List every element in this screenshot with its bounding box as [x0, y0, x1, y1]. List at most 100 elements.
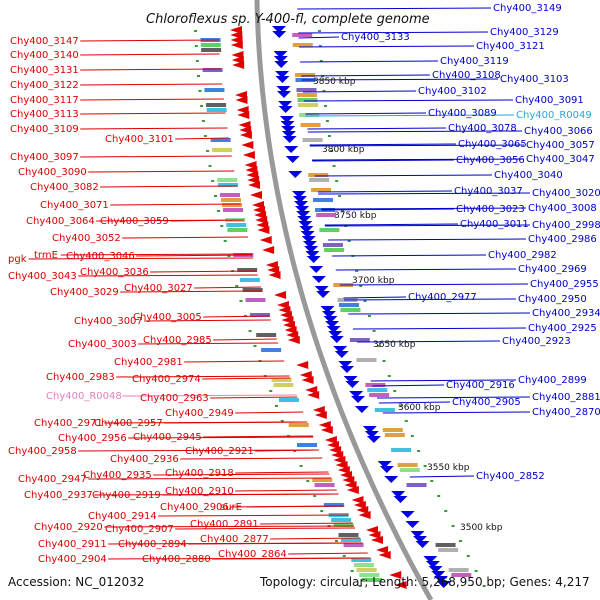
gene-arrow-plus [323, 316, 338, 323]
left-gene-label: Chy400_2877 [200, 534, 269, 545]
gene-arrow-minus [250, 191, 263, 199]
left-gene-label: Chy400_2914 [88, 511, 157, 522]
label-connector [128, 436, 314, 439]
label-connector [80, 155, 232, 158]
label-connector [270, 537, 361, 540]
cog-block [384, 433, 405, 437]
label-connector [344, 298, 517, 301]
label-connector [88, 477, 332, 480]
scale-label: 3500 kbp [460, 523, 503, 533]
right-gene-label: Chy400_3121 [476, 41, 545, 52]
label-connector [324, 224, 531, 227]
label-connector [170, 219, 245, 222]
cog-block [323, 503, 344, 507]
right-gene-label: Chy400_2881 [532, 392, 600, 403]
label-connector [80, 112, 226, 115]
label-connector [312, 158, 525, 161]
track-tick [382, 360, 386, 362]
gene-arrow-plus [280, 121, 295, 128]
cog-block [451, 573, 472, 577]
label-connector [332, 254, 487, 257]
cog-block [300, 123, 321, 127]
left-gene-label: Chy400_3122 [10, 80, 79, 91]
gene-arrow-minus [255, 216, 268, 224]
gene-arrow-plus [305, 251, 320, 258]
right-gene-label: Chy400_2969 [518, 264, 587, 275]
label-connector [335, 268, 517, 271]
cog-block [204, 88, 225, 92]
track-tick [217, 210, 221, 212]
gene-arrow-plus [292, 191, 307, 198]
label-connector [203, 315, 270, 318]
label-connector [60, 253, 253, 256]
left-gene-label: Chy400_3059 [100, 216, 169, 227]
gene-arrow-plus [299, 226, 314, 233]
gene-arrow-minus [371, 536, 384, 544]
gene-arrow-plus [384, 476, 399, 483]
cog-block [201, 48, 222, 52]
cog-block [202, 68, 223, 72]
left-gene-label: Chy400_2904 [38, 554, 107, 565]
gene-arrow-minus [238, 121, 251, 129]
gene-arrow-minus [366, 526, 379, 534]
left-gene-label: Chy400_3046 [66, 251, 135, 262]
gene-arrow-plus [410, 531, 425, 538]
cog-block [448, 568, 469, 572]
scale-label: 3800 kbp [322, 145, 365, 155]
right-gene-label: Chy400_3056 [456, 155, 525, 166]
track-tick [320, 510, 324, 512]
gene-arrow-minus [340, 471, 353, 479]
gene-arrow-minus [231, 51, 244, 59]
gene-arrow-minus [324, 436, 337, 444]
gene-arrow-plus [366, 436, 381, 443]
gene-arrow-minus [314, 411, 327, 419]
label-connector [158, 514, 349, 517]
gene-arrow-plus [316, 291, 331, 298]
cog-block [296, 88, 317, 92]
cog-block [239, 278, 260, 282]
track-tick [410, 435, 414, 437]
label-connector [309, 143, 457, 146]
gene-arrow-plus [298, 221, 313, 228]
cog-block [222, 203, 243, 207]
gene-arrow-plus [431, 571, 446, 578]
gene-arrow-minus [259, 236, 272, 244]
cog-block [349, 338, 370, 342]
gene-arrow-minus [241, 141, 254, 149]
left-gene-label: Chy400_2983 [46, 372, 115, 383]
gene-arrow-minus [307, 391, 320, 399]
left-gene-label: Chy400_2971 [34, 418, 103, 429]
track-tick [206, 150, 210, 152]
left-gene-label: Chy400_2921 [185, 446, 254, 457]
track-tick [327, 135, 331, 137]
label-connector [352, 327, 527, 330]
gene-arrow-plus [377, 461, 392, 468]
gene-arrow-plus [300, 231, 315, 238]
track-tick [313, 495, 317, 497]
cog-block [319, 228, 340, 232]
gene-arrow-minus [244, 161, 257, 169]
gene-arrow-plus [302, 241, 317, 248]
gene-arrow-minus [268, 271, 281, 279]
left-gene-label: Chy400_3052 [52, 233, 121, 244]
label-connector [202, 377, 291, 380]
cog-block [223, 208, 244, 212]
gene-arrow-minus [265, 261, 278, 269]
cog-block [324, 248, 345, 252]
gene-arrow-minus [368, 531, 381, 539]
gene-arrow-minus [232, 61, 245, 69]
right-gene-label: Chy400_3011 [460, 219, 529, 230]
left-gene-label: Chy400_2891 [190, 519, 259, 530]
gene-arrow-minus [234, 91, 247, 99]
gene-arrow-plus [413, 536, 428, 543]
label-connector [300, 60, 439, 63]
track-tick [444, 510, 448, 512]
cog-block [200, 43, 221, 47]
left-gene-label: Chy400_2906 [160, 502, 229, 513]
right-gene-label: Chy400_2870 [532, 407, 600, 418]
gene-arrow-minus [301, 376, 314, 384]
label-connector [343, 296, 407, 299]
gene-arrow-plus [364, 431, 379, 438]
gene-arrow-minus [236, 106, 249, 114]
